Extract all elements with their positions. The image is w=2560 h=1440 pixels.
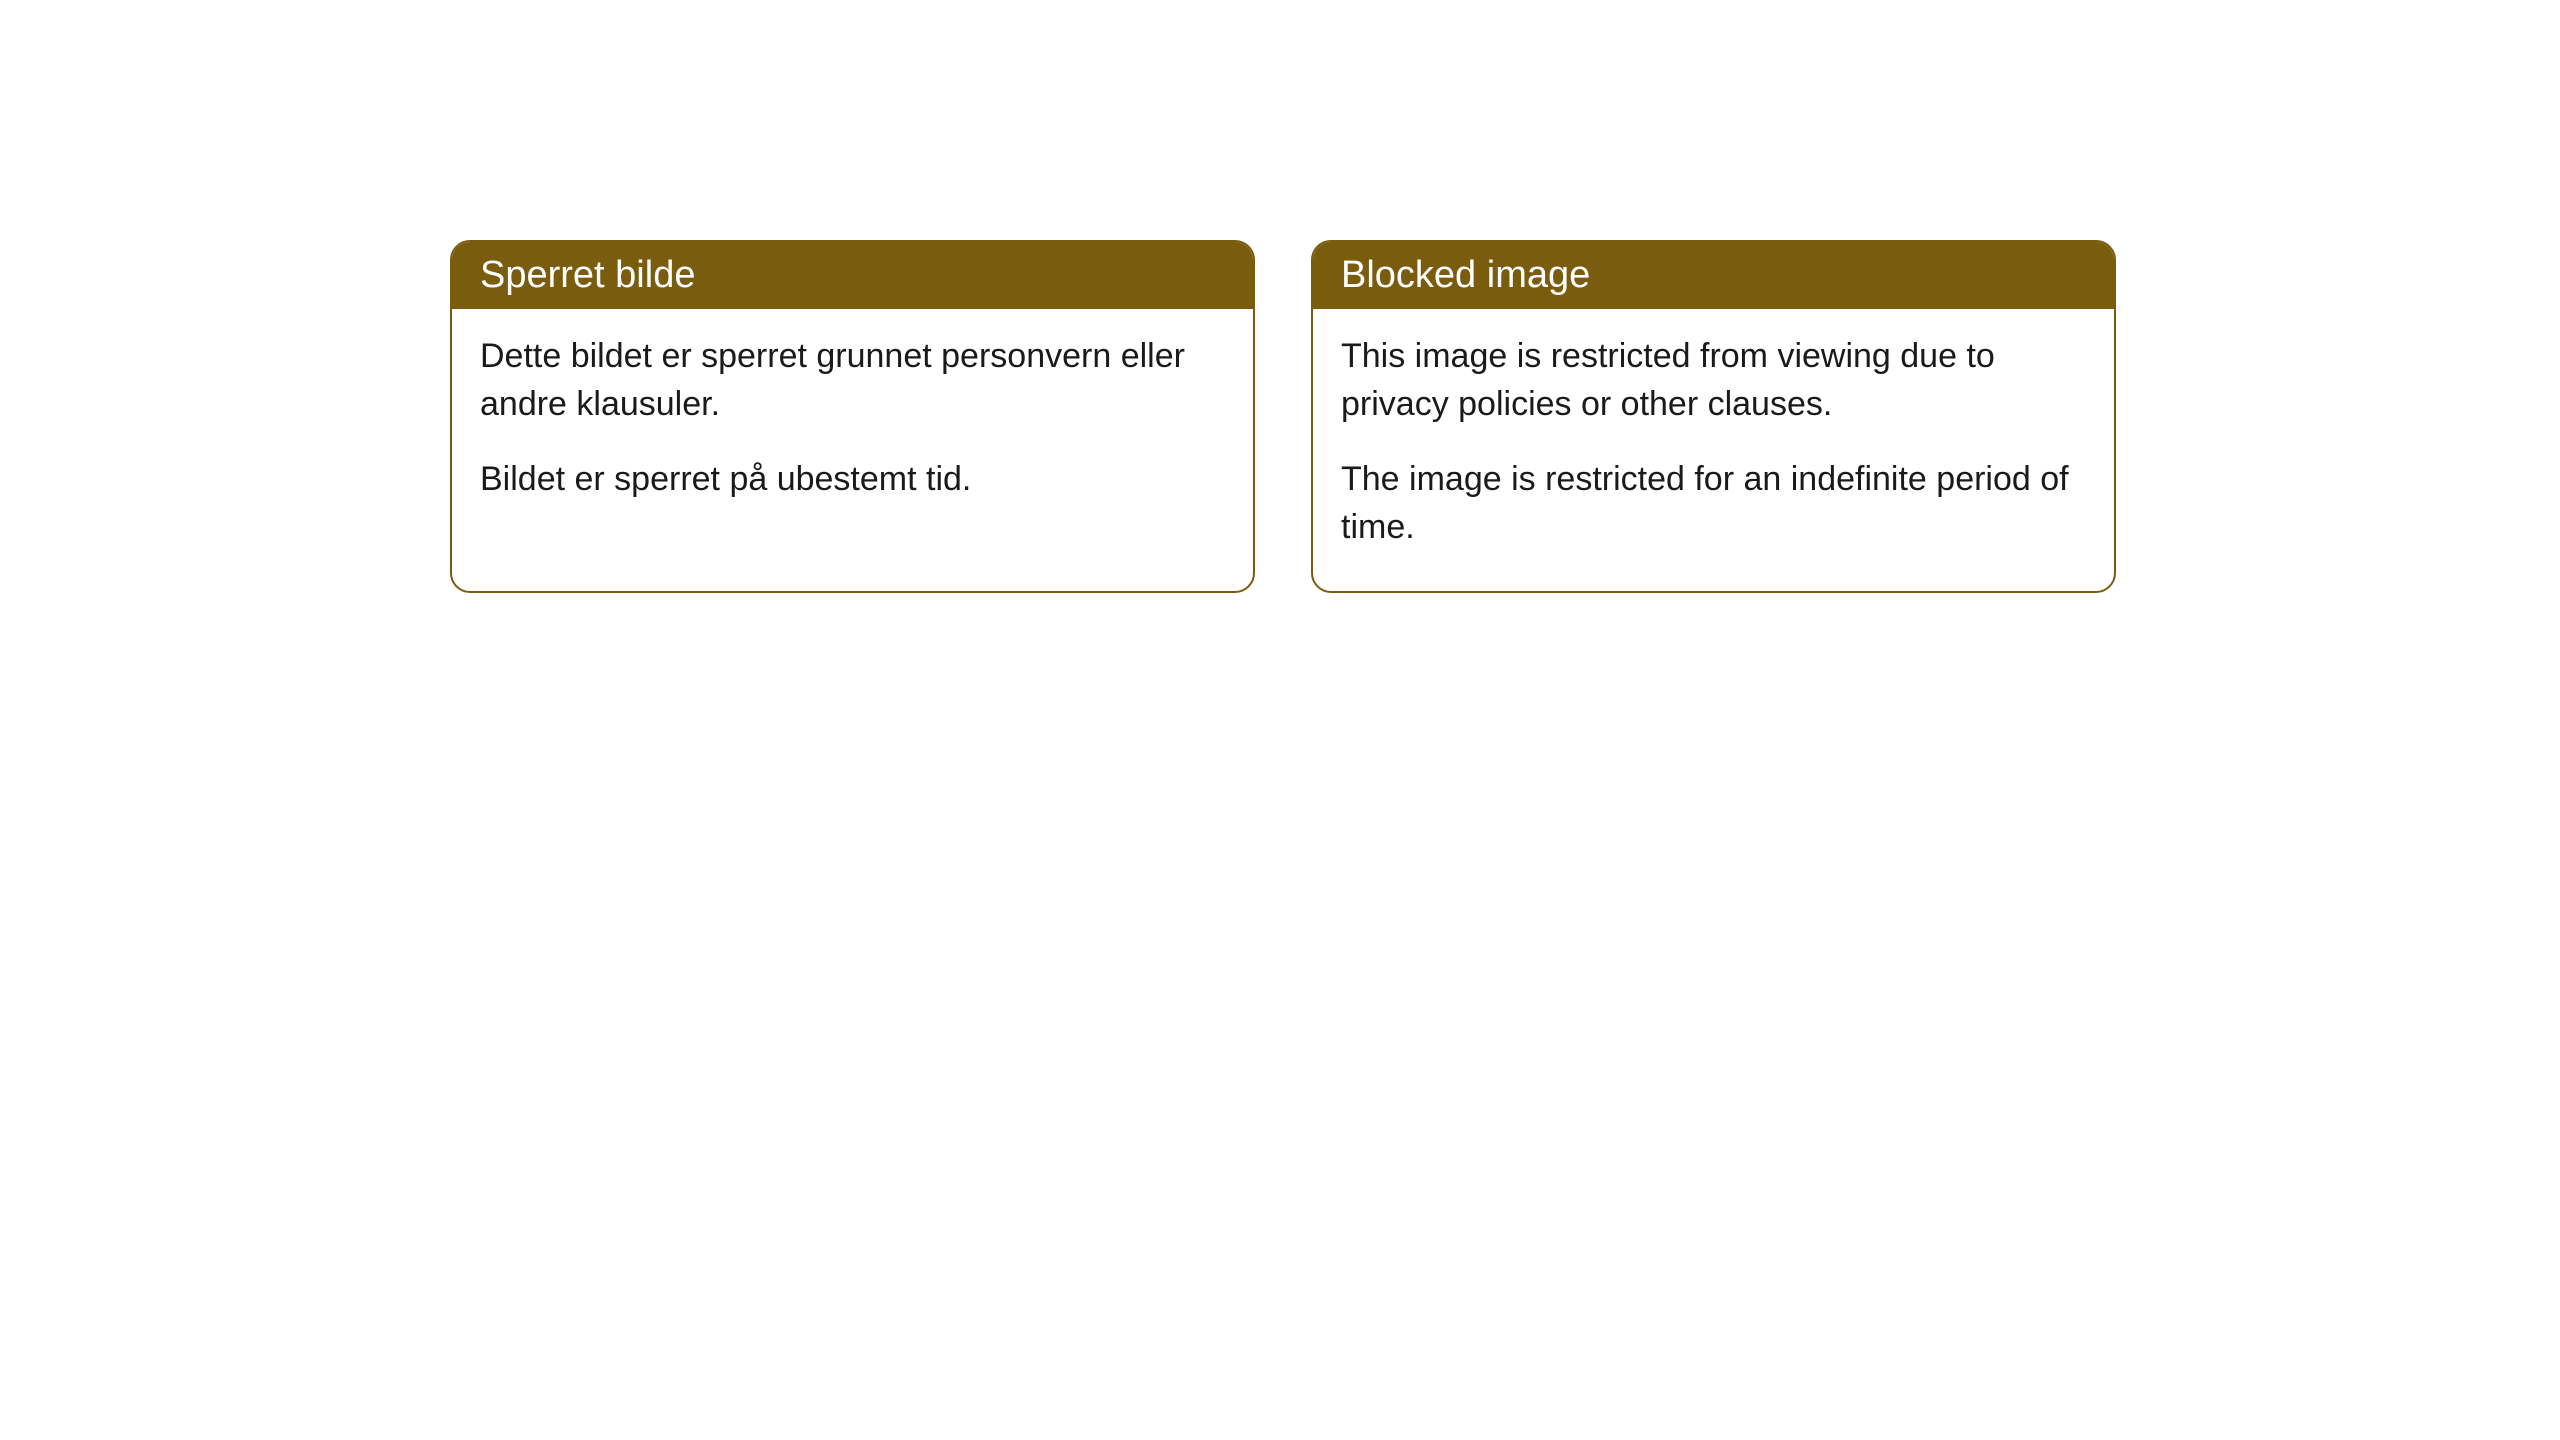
notice-container: Sperret bilde Dette bildet er sperret gr… <box>450 240 2116 593</box>
notice-text-english-2: The image is restricted for an indefinit… <box>1341 456 2086 551</box>
notice-header-english: Blocked image <box>1313 242 2114 309</box>
notice-header-norwegian: Sperret bilde <box>452 242 1253 309</box>
notice-body-english: This image is restricted from viewing du… <box>1313 309 2114 591</box>
notice-text-norwegian-1: Dette bildet er sperret grunnet personve… <box>480 333 1225 428</box>
notice-body-norwegian: Dette bildet er sperret grunnet personve… <box>452 309 1253 544</box>
notice-text-norwegian-2: Bildet er sperret på ubestemt tid. <box>480 456 1225 504</box>
notice-text-english-1: This image is restricted from viewing du… <box>1341 333 2086 428</box>
notice-card-norwegian: Sperret bilde Dette bildet er sperret gr… <box>450 240 1255 593</box>
notice-card-english: Blocked image This image is restricted f… <box>1311 240 2116 593</box>
